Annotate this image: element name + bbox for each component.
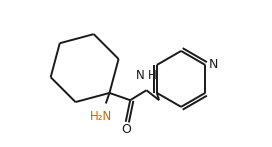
Text: N: N <box>209 59 218 71</box>
Text: H₂N: H₂N <box>90 110 113 123</box>
Text: O: O <box>121 123 131 136</box>
Text: N: N <box>136 69 145 82</box>
Text: H: H <box>148 69 157 82</box>
